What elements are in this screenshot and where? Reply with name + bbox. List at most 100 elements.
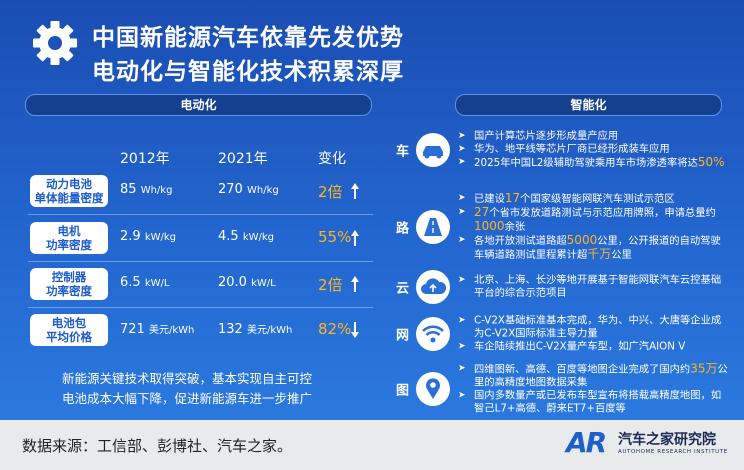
unit: kW/kg [242, 232, 275, 243]
value: 20.0 [218, 275, 247, 290]
icon-glyph [426, 378, 440, 399]
value: 132 [218, 322, 243, 337]
unit: kW/kg [144, 232, 177, 243]
brand-english: AUTOHOME RESEARCH INSTITUTE [618, 449, 728, 455]
bullet-text: 余张 [504, 221, 526, 233]
unit: Wh/kg [246, 185, 279, 196]
bullet-text: 2025年中国L2级辅助驾驶乘用车市场渗透率将达 [474, 157, 698, 169]
row-label: 电池包 平均价格 [30, 314, 108, 346]
column-header: 2012年 [120, 151, 170, 167]
value: 270 [218, 182, 243, 197]
row-label-line: 电机 [57, 224, 81, 238]
change: 55% [318, 228, 352, 246]
bullet-list: 国产计算芯片逐步形成量产应用华为、地平线等芯片厂商已经形成装车应用2025年中国… [458, 130, 730, 170]
unit: 美元/kWh [246, 325, 293, 336]
bullet: 27个省市发放道路测试与示范应用牌照，申请总量约1000余张 [458, 206, 730, 234]
value-cell: 132 美元/kWh [218, 321, 292, 337]
brand-name: 汽车之家研究院 [618, 432, 716, 448]
highlight-number: 千万 [587, 247, 612, 261]
dimension-label: 云 [396, 281, 410, 297]
icon-glyph [421, 278, 447, 294]
value-cell: 721 美元/kWh [120, 321, 194, 337]
row-divider [28, 261, 373, 262]
row-label: 控制器 功率密度 [30, 268, 108, 300]
footer: 数据来源：工信部、彭博社、汽车之家。 AR 汽车之家研究院 AUTOHOME R… [0, 420, 744, 470]
bullet: 已建设17个国家级智能网联汽车测试示范区 [458, 192, 730, 206]
bullet-text: 四维图新、高德、百度等地图企业完成了国内约 [474, 363, 691, 376]
bullet-text: 华为、地平线等芯片厂商已经形成装车应用 [474, 143, 670, 155]
gear-icon [33, 21, 77, 65]
dimension-icon [416, 133, 450, 167]
column-header: 变化 [318, 151, 346, 167]
bullet-list: 北京、上海、长沙等地开展基于智能网联汽车云控基础平台的综合示范项目 [458, 274, 730, 300]
value-cell: 20.0 kW/L [218, 275, 276, 290]
title-line: 电动化与智能化技术积累深厚 [92, 59, 404, 85]
unit: kW/L [144, 278, 170, 289]
dimension-icon [416, 270, 450, 304]
row-label-line: 单体能量密度 [34, 191, 104, 205]
row-label-line: 动力电池 [46, 177, 92, 191]
title-line: 中国新能源汽车依靠先发优势 [92, 25, 404, 51]
bullet-text: 个省市发放道路测试与示范应用牌照，申请总量约 [489, 207, 716, 219]
unit: kW/L [251, 278, 276, 289]
arrow-down [351, 322, 359, 338]
dimension-label: 网 [396, 328, 410, 344]
value: 2.9 [120, 229, 141, 244]
value: 85 [120, 182, 137, 197]
highlight-number: 35万 [690, 361, 718, 376]
source-note: 数据来源：工信部、彭博社、汽车之家。 [22, 437, 293, 455]
icon-glyph [422, 325, 444, 343]
bullet: 车企陆续推出C-V2X量产车型，如广汽AION V [458, 341, 730, 354]
bullet-text: 国内多数量产或已发布车型宣布将搭载高精度地图，如智己L7+高德、蔚来ET7+百度… [474, 389, 722, 415]
arrow-up [351, 183, 359, 199]
value-cell: 270 Wh/kg [218, 182, 279, 197]
section-heading: 智能化 [455, 94, 722, 116]
row-label-line: 功率密度 [46, 238, 92, 252]
bullet: 四维图新、高德、百度等地图企业完成了国内约35万公里的高精度地图数据采集 [458, 361, 730, 390]
row-label-line: 平均价格 [46, 330, 92, 344]
change: 82% [318, 320, 352, 338]
highlight-number: 5000 [566, 233, 598, 247]
highlight-number: 1000 [474, 219, 505, 233]
row-label-line: 控制器 [51, 270, 87, 284]
row-label: 电机 功率密度 [30, 222, 108, 254]
arrow-up [351, 276, 359, 292]
bullet: C-V2X基础标准基本完成，华为、中兴、大唐等企业成为C-V2X国际标准主导力量 [458, 315, 730, 341]
row-divider [28, 307, 373, 308]
bullet: 各地开放测试道路超5000公里，公开报道的自动驾驶车辆道路测试里程累计超千万公里 [458, 234, 730, 262]
bullet: 国产计算芯片逐步形成量产应用 [458, 130, 730, 143]
bullet-list: 四维图新、高德、百度等地图企业完成了国内约35万公里的高精度地图数据采集国内多数… [458, 361, 730, 416]
dimension-label: 图 [396, 383, 410, 399]
bullet: 华为、地平线等芯片厂商已经形成装车应用 [458, 143, 730, 156]
summary-line: 新能源关键技术取得突破，基本实现自主可控 [62, 371, 313, 386]
value-cell: 6.5 kW/L [120, 275, 169, 290]
bullet-text: 公里，公开报道的自动驾驶车辆道路测试里程累计超 [474, 235, 721, 261]
value: 4.5 [218, 229, 239, 244]
bullet: 国内多数量产或已发布车型宣布将搭载高精度地图，如智己L7+高德、蔚来ET7+百度… [458, 390, 730, 416]
bullet-list: C-V2X基础标准基本完成，华为、中兴、大唐等企业成为C-V2X国际标准主导力量… [458, 315, 730, 354]
row-label-line: 电池包 [51, 316, 87, 330]
highlight-number: 27 [474, 205, 490, 219]
bullet-text: 已建设 [474, 193, 505, 205]
highlight-number: 50% [697, 155, 725, 169]
value: 721 [120, 322, 145, 337]
bullet-list: 已建设17个国家级智能网联汽车测试示范区27个省市发放道路测试与示范应用牌照，申… [458, 192, 730, 262]
section-heading: 电动化 [25, 94, 372, 116]
bullet-text: 公里的高精度地图数据采集 [474, 363, 728, 389]
bullet-text: 各地开放测试道路超 [474, 235, 567, 247]
row-label-line: 功率密度 [46, 284, 92, 298]
column-header: 2021年 [218, 151, 268, 167]
dimension-icon [416, 317, 450, 351]
dimension-label: 车 [396, 144, 410, 160]
change: 2倍 [318, 183, 343, 201]
value-cell: 4.5 kW/kg [218, 229, 274, 244]
highlight-number: 17 [504, 191, 521, 205]
bullet: 2025年中国L2级辅助驾驶乘用车市场渗透率将达50% [458, 156, 730, 170]
bullet-text: 国产计算芯片逐步形成量产应用 [474, 130, 619, 142]
unit: Wh/kg [140, 185, 173, 196]
row-divider [28, 214, 373, 215]
change: 2倍 [318, 276, 343, 294]
dimension-icon [416, 210, 450, 244]
icon-glyph [424, 218, 442, 236]
